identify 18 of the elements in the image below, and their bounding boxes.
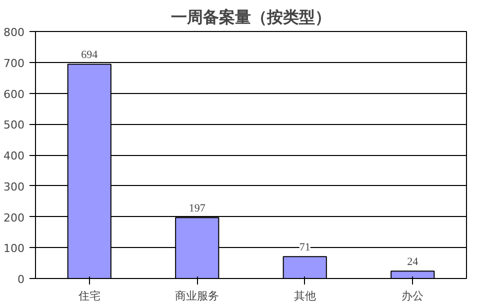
y-tick-label: 300 (4, 180, 25, 194)
data-label: 71 (299, 242, 310, 254)
y-tick-label: 400 (4, 150, 25, 162)
data-label: 694 (81, 49, 98, 62)
y-tick-label: 200 (4, 211, 25, 224)
x-tick-label: 其他 (294, 290, 316, 302)
y-tick-label: 800 (4, 26, 25, 39)
data-label: 197 (188, 202, 206, 215)
y-tick-label: 500 (4, 118, 25, 132)
y-tick-label: 100 (4, 242, 25, 256)
x-tick-label: 办公 (402, 290, 424, 302)
x-tick-label: 住宅 (78, 290, 100, 302)
data-label: 24 (407, 256, 419, 268)
x-tick-label: 商业服务 (175, 290, 220, 302)
y-tick-label: 700 (4, 56, 25, 70)
y-tick-label: 0 (18, 273, 24, 286)
chart-title: 一周备案量（按类型） (171, 8, 331, 26)
y-tick-label: 600 (4, 88, 25, 101)
